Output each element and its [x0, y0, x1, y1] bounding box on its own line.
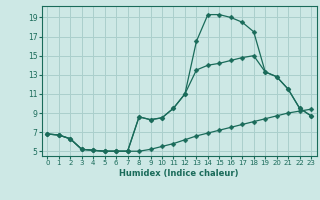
X-axis label: Humidex (Indice chaleur): Humidex (Indice chaleur) [119, 169, 239, 178]
